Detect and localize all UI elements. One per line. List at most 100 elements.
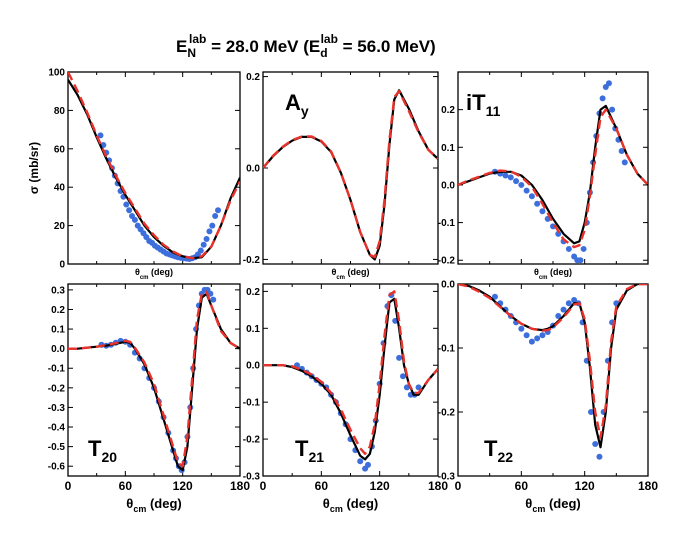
panel-label: iT11 <box>466 90 501 119</box>
panel-label-main: T <box>295 436 309 461</box>
panel-frame <box>262 283 439 477</box>
title-lab-sup: lab <box>189 32 206 46</box>
data-point <box>491 293 498 300</box>
y-tick-label: 80 <box>54 106 66 117</box>
panel-label-main: T <box>88 436 102 461</box>
plot-area <box>263 89 438 261</box>
y-tick-label: -0.3 <box>48 403 66 414</box>
y-tick-label: -0.4 <box>48 423 66 434</box>
data-point <box>518 181 525 188</box>
y-tick-label: 40 <box>54 183 66 194</box>
y-tick-label: -0.2 <box>48 383 66 394</box>
x-axis-title: θcm (deg) <box>534 267 572 281</box>
panel-frame <box>457 71 649 265</box>
x-tick-label: 60 <box>515 479 529 493</box>
data-point <box>609 106 616 113</box>
x-tick-label: 60 <box>119 479 133 493</box>
solid-curve <box>68 79 240 260</box>
y-tick-label: -0.3 <box>243 472 261 483</box>
dashed-curve <box>68 72 240 260</box>
y-tick-label: 0.3 <box>51 285 65 296</box>
data-point <box>555 313 562 319</box>
figure-title: ENlab = 28.0 MeV (Edlab = 56.0 MeV) <box>176 32 436 60</box>
y-tick-label: 20 <box>54 221 66 232</box>
y-tick-label: 60 <box>54 144 66 155</box>
y-tick-label: 0 <box>59 260 65 271</box>
plot-area <box>458 284 648 460</box>
y-tick-label: 0.2 <box>246 287 260 298</box>
data-point <box>513 178 520 185</box>
title-e: E <box>176 37 187 56</box>
x-tick-label: 120 <box>173 479 193 493</box>
data-point <box>215 207 222 214</box>
panel-label-sub: y <box>301 103 309 119</box>
panel-label-main: iT <box>466 90 486 115</box>
data-point <box>588 409 594 415</box>
y-tick-label: 0.1 <box>51 325 65 336</box>
dashed-curve <box>458 108 648 249</box>
x-axis-theta: θ <box>126 496 133 511</box>
y-tick-label: -0.1 <box>438 218 456 229</box>
x-axis-cm: cm <box>336 275 345 281</box>
x-axis-theta: θ <box>525 496 532 511</box>
dashed-curve <box>263 90 438 259</box>
panel-2: -0.2 0.0 0.2 θcm (deg) Ay <box>243 71 439 281</box>
data-point <box>528 338 535 345</box>
data-point <box>580 245 587 252</box>
panel-label: T21 <box>295 436 324 465</box>
data-point <box>605 80 612 87</box>
data-point <box>518 325 525 332</box>
x-tick-label: 120 <box>575 479 595 493</box>
x-axis-unit: (deg) <box>345 267 370 277</box>
data-point <box>599 95 606 102</box>
panel-label: T20 <box>88 436 117 465</box>
y-tick-label: 0.1 <box>246 324 260 335</box>
panel-label-main: T <box>484 436 498 461</box>
data-point <box>502 172 509 179</box>
x-axis-theta: θ <box>331 267 336 277</box>
x-axis-title: θcm (deg) <box>525 496 580 514</box>
data-point <box>123 201 130 208</box>
panel-4: -0.6 -0.5 -0.4 -0.3 -0.2 -0.1 0.0 0.1 0.2 0.3 0 60 1… <box>48 283 250 514</box>
x-tick-label: 60 <box>315 479 329 493</box>
y-tick-label: -0.1 <box>243 398 261 409</box>
x-axis-theta: θ <box>534 267 539 277</box>
x-axis-unit: (deg) <box>149 267 174 277</box>
panel-1: 0 20 40 60 80 100 θcm (deg) σ (mb/sr) <box>27 68 241 281</box>
data-point <box>571 297 578 303</box>
y-tick-label: 100 <box>48 68 65 79</box>
panel-label: T22 <box>484 436 513 465</box>
data-point <box>528 193 535 200</box>
title-eq2: = 56.0 MeV) <box>338 37 436 56</box>
data-point <box>400 373 406 380</box>
title-eq1: = 28.0 MeV (E <box>206 37 320 56</box>
y-tick-label: 0.0 <box>441 280 455 291</box>
x-axis-title: θcm (deg) <box>323 496 378 514</box>
x-axis-title: θcm (deg) <box>135 267 173 281</box>
data-point <box>197 247 204 254</box>
y-tick-label: 0.2 <box>441 105 455 116</box>
data-point <box>621 159 628 166</box>
x-tick-label: 0 <box>455 479 462 493</box>
data-point <box>365 461 371 468</box>
panel-label-main: A <box>285 90 301 115</box>
y-tick-label: 0.0 <box>246 361 260 372</box>
data-point <box>555 230 562 237</box>
data-point <box>209 222 216 229</box>
data-point <box>539 332 546 339</box>
title-lab2-sup: lab <box>321 32 338 46</box>
y-tick-label: -0.5 <box>48 442 66 453</box>
data-point <box>523 332 530 339</box>
y-tick-label: 0.2 <box>246 72 260 83</box>
x-axis-cm: cm <box>140 275 149 281</box>
dashed-curve <box>68 290 240 468</box>
y-tick-label: 0.0 <box>246 164 260 175</box>
panel-3: -0.2 -0.1 0.0 0.1 0.2 θcm (deg) iT11 <box>438 71 649 281</box>
x-tick-label: 0 <box>260 479 267 493</box>
data-point <box>97 132 104 139</box>
data-point <box>592 441 599 447</box>
dashed-curve <box>263 290 438 455</box>
x-axis-cm: cm <box>133 504 146 514</box>
